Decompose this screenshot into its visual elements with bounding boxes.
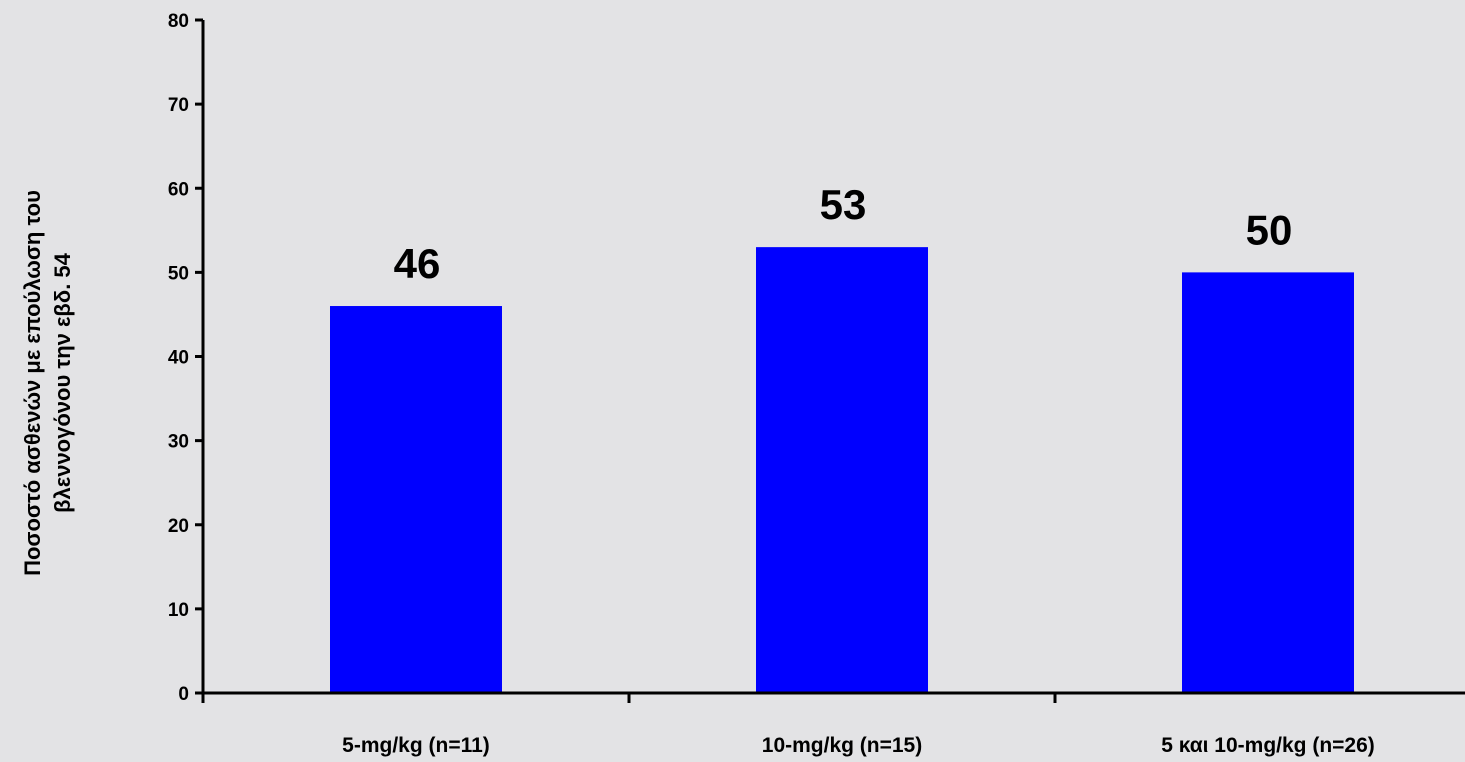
- data-label: 50: [1246, 206, 1293, 253]
- y-tick-label: 30: [168, 432, 189, 453]
- y-tick-label: 10: [168, 600, 189, 621]
- y-tick-label: 60: [168, 179, 189, 200]
- data-label: 53: [820, 181, 867, 228]
- x-category-label: 5-mg/kg (n=11): [342, 734, 490, 757]
- bar: [330, 306, 502, 693]
- y-tick-label: 70: [168, 95, 189, 116]
- data-label: 46: [394, 240, 441, 287]
- y-tick-label: 80: [168, 11, 189, 32]
- y-axis-title: Ποσοστό ασθενών με επούλωση του βλεννογό…: [20, 190, 75, 576]
- y-tick-label: 0: [178, 684, 189, 705]
- bar: [1182, 272, 1354, 693]
- bar: [756, 247, 928, 693]
- x-category-label: 10-mg/kg (n=15): [762, 734, 922, 757]
- x-category-label: 5 και 10-mg/kg (n=26): [1161, 734, 1375, 757]
- y-axis-title-line-2: βλεννογόνου την εβδ. 54: [50, 252, 75, 513]
- y-tick-label: 40: [168, 348, 189, 369]
- y-axis-title-line-1: Ποσοστό ασθενών με επούλωση του: [20, 190, 45, 576]
- y-tick-label: 20: [168, 516, 189, 537]
- y-tick-label: 50: [168, 263, 189, 284]
